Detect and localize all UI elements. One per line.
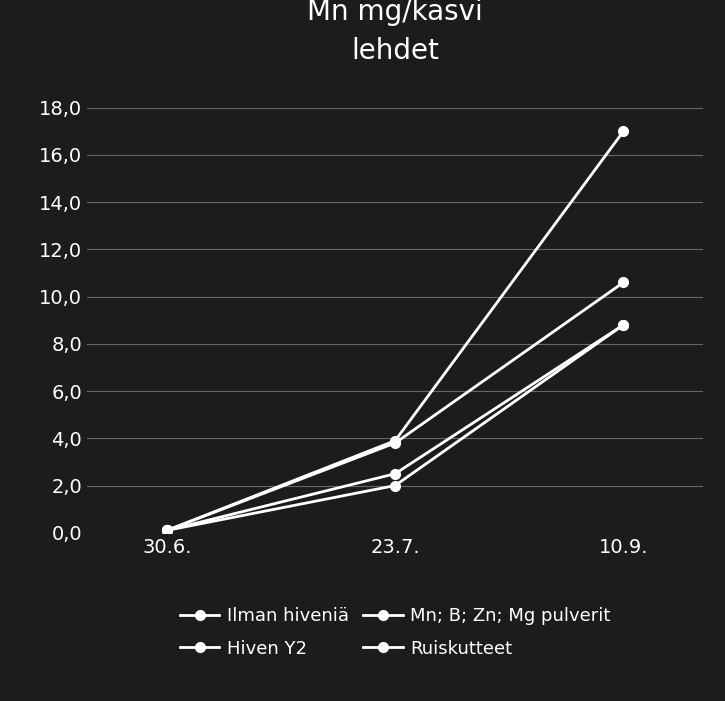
Legend: Ilman hiveniä, Hiven Y2, Mn; B; Zn; Mg pulverit, Ruiskutteet: Ilman hiveniä, Hiven Y2, Mn; B; Zn; Mg p… <box>173 600 618 665</box>
Title: Mn mg/kasvi
lehdet: Mn mg/kasvi lehdet <box>307 0 483 65</box>
